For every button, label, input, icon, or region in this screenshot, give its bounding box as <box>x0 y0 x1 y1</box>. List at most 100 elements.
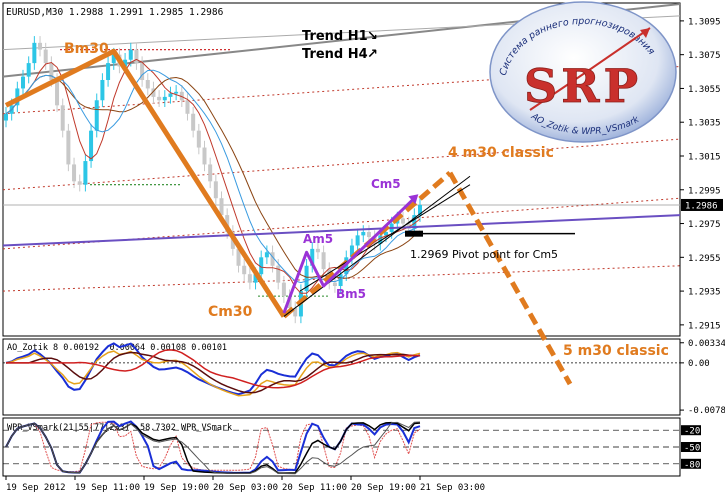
srp-logo: Система раннего прогнозирования AO_Zotik… <box>489 1 677 143</box>
candle-body <box>191 113 196 131</box>
candle-body <box>60 105 65 131</box>
candle-body <box>66 130 71 165</box>
time-tick-label: 20 Sep 11:00 <box>282 483 347 493</box>
candle-body <box>355 235 360 246</box>
trend-h1-arrow-icon: ↘ <box>367 29 378 44</box>
candle-body <box>264 252 269 258</box>
candle-body <box>123 59 128 67</box>
ao-red-line <box>6 349 420 389</box>
wpr-tick-box <box>681 425 701 436</box>
price-tick-label: 1.3035 <box>688 119 721 129</box>
current-price-label: 1.2986 <box>685 201 718 211</box>
time-tick-label: 21 Sep 03:00 <box>420 483 485 493</box>
candle-body <box>293 307 298 317</box>
time-tick-label: 20 Sep 03:00 <box>213 483 278 493</box>
candle-body <box>242 265 247 275</box>
candle-body <box>418 204 422 216</box>
wpr-indicator-layer: WPR_VSmark(21|55|77|233) -58.7302 WPR_VS… <box>3 420 680 475</box>
candle-body <box>321 252 326 270</box>
candle-body <box>106 63 111 80</box>
candle-body <box>338 274 343 287</box>
candle-body <box>128 49 133 60</box>
channel-dotted-line <box>2 138 681 191</box>
candle-body <box>208 164 213 182</box>
candle-body <box>21 76 26 89</box>
ma-fast-line <box>5 58 421 294</box>
candle-body <box>140 63 145 80</box>
time-tick-label: 19 Sep 11:00 <box>75 483 140 493</box>
price-tick-label: 1.2995 <box>688 186 721 196</box>
candle-body <box>196 130 201 148</box>
candle-body <box>366 231 371 238</box>
candle-body <box>145 79 150 89</box>
candle-body <box>361 231 366 236</box>
ao-tick-label: 0.00334 <box>688 339 725 349</box>
wpr-label: WPR_VSmark(21|55|77|233) -58.7302 WPR_VS… <box>7 423 232 433</box>
trend-h4-label: Trend H4 <box>302 47 368 62</box>
wpr-tick-label: -20 <box>684 427 700 437</box>
ma-long-line <box>2 214 681 247</box>
candle-body <box>412 215 417 229</box>
wpr-21-line <box>5 421 421 473</box>
main-price-layer <box>2 3 681 324</box>
candle-body <box>304 265 309 292</box>
candle-body <box>83 161 88 185</box>
ao-darkred-line <box>6 351 421 394</box>
ao-label: AO_Zotik 8 0.00192 -0.00064 0.00108 0.00… <box>7 343 227 353</box>
ma-blue-line <box>5 69 421 284</box>
label-5-m30-classic: 5 m30 classic <box>563 343 669 359</box>
candle-body <box>383 231 388 236</box>
cm5-arrow-icon <box>408 194 419 205</box>
axis-layer: 1.3095 1.3075 1.3055 1.3035 1.3015 1.2995 1.29… <box>5 17 725 493</box>
candle-body <box>236 248 241 266</box>
label-bm30: Bm30 <box>64 41 109 57</box>
candle-body <box>247 274 252 283</box>
candle-body <box>157 96 162 101</box>
price-tick-label: 1.2975 <box>688 220 721 230</box>
candle-body <box>38 42 43 50</box>
label-am5: Am5 <box>303 232 333 246</box>
candle-body <box>332 282 337 287</box>
price-tick-label: 1.3055 <box>688 85 721 95</box>
channel-dotted-line <box>2 197 681 250</box>
logo-arrow-icon <box>640 28 650 38</box>
price-tick-label: 1.2935 <box>688 288 721 298</box>
candle-body <box>253 274 258 283</box>
candle-body <box>174 91 179 94</box>
logo-swoosh <box>529 27 651 111</box>
ao-tick-label: 0.00 <box>688 359 710 369</box>
candle-body <box>89 130 94 162</box>
candle-body <box>400 218 405 224</box>
candle-body <box>49 63 54 80</box>
label-cm5: Cm5 <box>371 177 401 191</box>
wpr-233-line <box>5 421 421 475</box>
price-tick-label: 1.3075 <box>688 51 721 61</box>
pivot-marker <box>405 230 423 237</box>
logo-letters: SRP <box>524 59 642 113</box>
label-bm5: Bm5 <box>336 287 366 301</box>
candle-body <box>168 93 173 97</box>
candle-body <box>77 181 82 185</box>
trend-h1-label: Trend H1 <box>302 29 368 44</box>
ao-orange-line <box>5 350 421 397</box>
candle-body <box>111 54 116 64</box>
annotation-layer: Bm30 Cm30 Am5 Bm5 Cm5 4 m30 classic 5 m30 clas… <box>4 41 669 386</box>
label-4-m30-classic: 4 m30 classic <box>448 145 554 161</box>
candle-body <box>100 79 105 101</box>
candle-body <box>134 49 139 64</box>
trend-h4-arrow-icon: ↗ <box>367 47 378 62</box>
ao-tick-label: -0.00785 <box>688 406 725 416</box>
ao-indicator-layer: AO_Zotik 8 0.00192 -0.00064 0.00108 0.00… <box>3 342 680 397</box>
candle-body <box>72 164 77 182</box>
price-tick-label: 1.2915 <box>688 321 721 331</box>
candle-body <box>32 42 37 64</box>
candle-body <box>185 100 190 114</box>
candle-body <box>4 113 8 121</box>
symbol-info: EURUSD,M30 1.2988 1.2991 1.2985 1.2986 <box>6 7 224 18</box>
candle-body <box>43 49 48 64</box>
candle-body <box>378 235 383 244</box>
logo-ellipse <box>489 1 677 143</box>
wpr-tick-box <box>681 442 701 452</box>
pivot-label: 1.2969 Pivot point for Cm5 <box>410 248 558 261</box>
